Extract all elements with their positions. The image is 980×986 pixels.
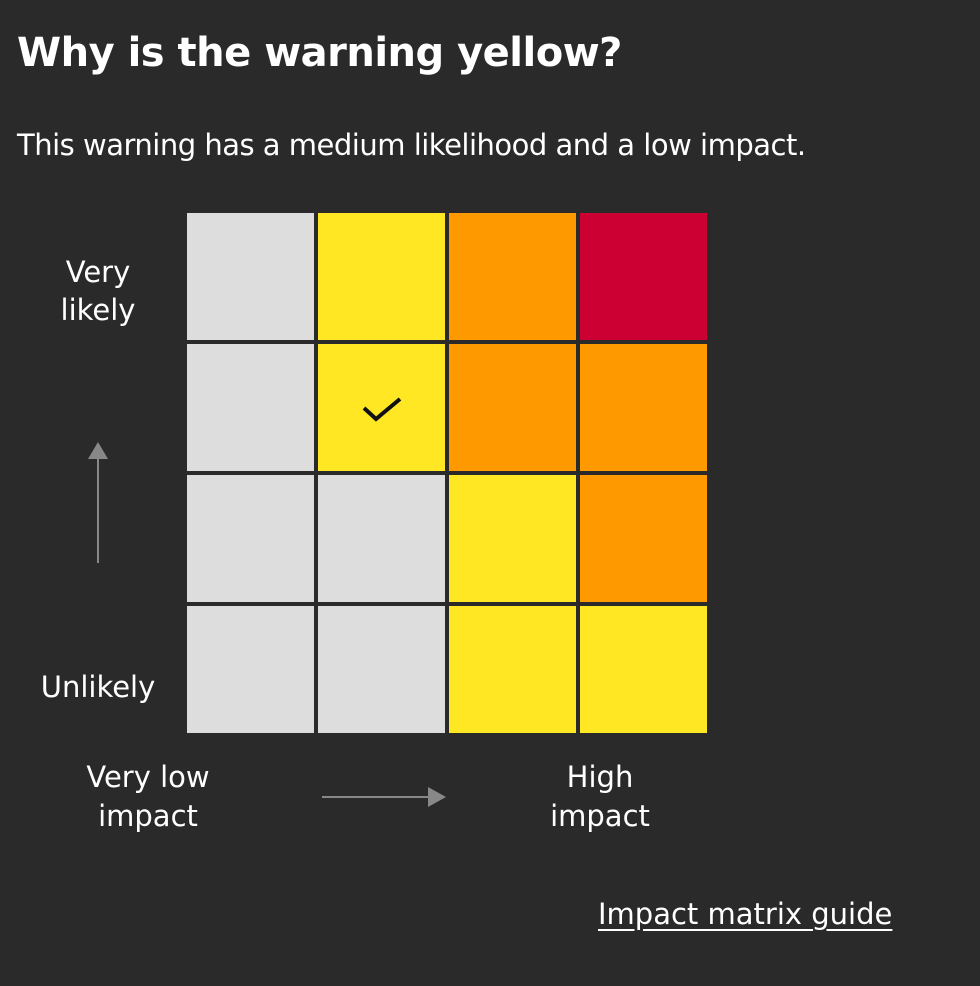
matrix-cell-grey	[187, 344, 314, 471]
matrix-cell-yellow	[318, 213, 445, 340]
matrix-cell-red	[580, 213, 707, 340]
impact-matrix	[187, 213, 707, 733]
matrix-cell-grey	[187, 475, 314, 602]
matrix-cell-yellow	[449, 475, 576, 602]
matrix-cell-orange	[449, 344, 576, 471]
matrix-cell-yellow	[318, 344, 445, 471]
matrix-cell-grey	[187, 606, 314, 733]
arrow-right-icon	[322, 787, 446, 807]
check-icon	[362, 397, 402, 422]
matrix-cell-yellow	[580, 606, 707, 733]
matrix-cell-grey	[318, 606, 445, 733]
y-axis-top-label: Very likely	[60, 255, 136, 327]
impact-matrix-guide-link[interactable]: Impact matrix guide	[598, 897, 893, 931]
matrix-cell-orange	[580, 344, 707, 471]
y-axis-bottom-label: Unlikely	[40, 670, 156, 704]
matrix-cell-grey	[187, 213, 314, 340]
matrix-cell-grey	[318, 475, 445, 602]
warning-description: This warning has a medium likelihood and…	[17, 128, 806, 162]
arrow-up-icon	[88, 442, 108, 563]
matrix-cell-yellow	[449, 606, 576, 733]
matrix-cell-orange	[580, 475, 707, 602]
matrix-cell-orange	[449, 213, 576, 340]
page-title: Why is the warning yellow?	[17, 30, 622, 76]
x-axis-right-label: High impact	[550, 760, 650, 833]
x-axis-left-label: Very low impact	[86, 760, 210, 833]
